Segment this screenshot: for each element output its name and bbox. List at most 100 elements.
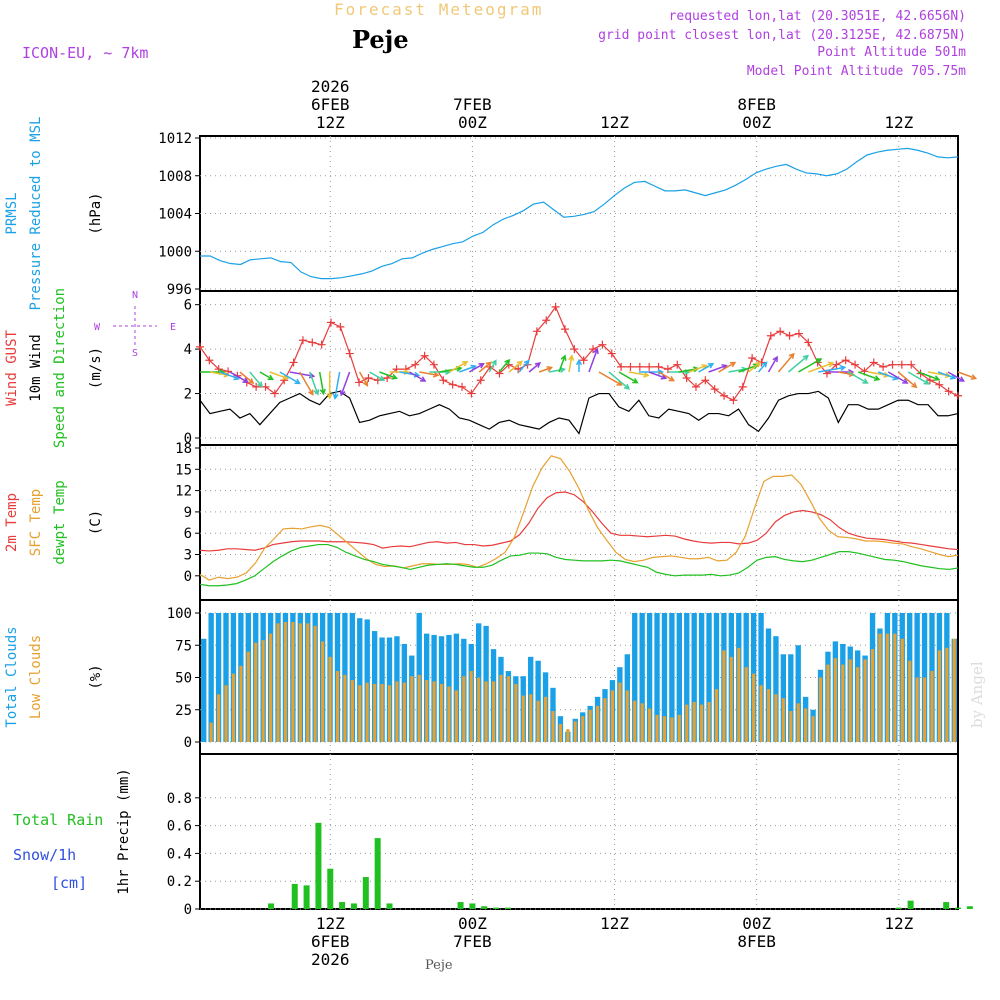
wind-gust-marker xyxy=(663,365,672,374)
grid-point-coords: grid point closest lon,lat (20.3125E, 42… xyxy=(598,28,966,43)
wind-vector xyxy=(767,356,778,373)
precip-bar xyxy=(469,903,476,909)
precip-bar xyxy=(303,885,310,909)
wind-vector xyxy=(777,353,795,373)
wind-gust-marker xyxy=(879,362,888,371)
clouds-bar xyxy=(640,703,644,742)
time-label-top: 12Z xyxy=(600,113,629,132)
wind-vector xyxy=(858,371,880,381)
wind-gust-marker xyxy=(635,362,644,371)
wind-vector xyxy=(558,355,566,373)
wind-gust-marker xyxy=(476,376,485,385)
clouds-bar xyxy=(632,613,638,742)
wind-vector xyxy=(279,371,300,385)
wind-vector-head xyxy=(911,382,918,389)
temp-ytick-label: 9 xyxy=(184,505,192,521)
wind-vector-head xyxy=(923,379,930,385)
wind-gust-marker xyxy=(944,387,953,396)
wind-gust-marker xyxy=(589,345,598,354)
clouds-bar xyxy=(491,681,496,742)
pressure-axis-label: Pressure Reduced to MSL xyxy=(28,117,44,311)
clouds-bar xyxy=(661,613,668,742)
compass-south: S xyxy=(132,348,138,359)
temp-axis-label: dewpt Temp xyxy=(52,480,68,564)
clouds-bar xyxy=(818,677,823,742)
clouds-bar xyxy=(677,714,681,742)
clouds-bar xyxy=(217,694,221,742)
clouds-bar xyxy=(759,685,763,742)
wind-gust-marker xyxy=(411,360,420,369)
wind-vector xyxy=(528,362,541,373)
wind-vector-head xyxy=(788,352,795,359)
clouds-bar xyxy=(908,660,912,742)
precip-bar xyxy=(481,906,488,909)
clouds-bar xyxy=(521,695,525,742)
wind-gust-marker xyxy=(467,389,476,398)
wind-vector xyxy=(588,348,599,373)
precip-ytick-label: 0.4 xyxy=(167,846,192,862)
wind-series-line xyxy=(199,390,959,435)
clouds-bar xyxy=(713,613,720,742)
clouds-bar xyxy=(841,664,845,742)
clouds-bar xyxy=(922,677,927,742)
clouds-bar xyxy=(833,658,837,742)
wind-vector-head xyxy=(623,383,631,390)
time-label-top: 12Z xyxy=(316,113,345,132)
clouds-bar xyxy=(349,613,356,742)
clouds-bar xyxy=(700,704,704,742)
wind-vector-head xyxy=(546,365,553,372)
wind-vector-head xyxy=(643,371,650,378)
wind-gust-marker xyxy=(205,356,214,365)
location-title: Peje xyxy=(352,25,409,54)
clouds-bar xyxy=(826,664,830,742)
precip-legend-snow: Snow/1h xyxy=(13,846,76,864)
clouds-bar xyxy=(766,689,771,742)
wind-vector xyxy=(409,371,426,382)
precip-bar xyxy=(504,907,511,909)
wind-vector xyxy=(219,371,239,380)
clouds-bar xyxy=(684,613,690,742)
clouds-bar xyxy=(639,613,645,742)
precip-ytick-label: 0 xyxy=(184,902,192,918)
clouds-bar xyxy=(737,647,741,742)
wind-vector xyxy=(937,371,956,379)
wind-vector-head xyxy=(902,378,909,384)
wind-vector-head xyxy=(802,354,809,361)
wind-gust-marker xyxy=(832,360,841,369)
clouds-bar xyxy=(283,622,288,742)
clouds-bar xyxy=(610,690,615,742)
wind-vector xyxy=(907,371,929,385)
wind-ytick-label: 6 xyxy=(184,298,192,314)
clouds-ytick-label: 25 xyxy=(175,703,192,719)
clouds-bar xyxy=(788,654,794,742)
wind-vector-head xyxy=(267,374,275,381)
time-label-top: 00Z xyxy=(742,113,771,132)
clouds-bar xyxy=(848,659,852,742)
pressure-ytick-label: 1008 xyxy=(158,169,192,185)
clouds-bar xyxy=(506,676,510,742)
wind-vector-head xyxy=(308,389,314,396)
clouds-bar xyxy=(603,698,607,742)
wind-vector xyxy=(334,371,341,399)
pressure-axis-label: PRMSL xyxy=(4,192,20,234)
time-label-top: 6FEB xyxy=(311,95,350,114)
wind-vector xyxy=(369,371,385,381)
wind-vector-head xyxy=(257,381,263,388)
wind-vector-head xyxy=(660,373,668,380)
wind-gust-marker xyxy=(738,382,747,391)
wind-vector xyxy=(917,371,940,381)
wind-vector-head xyxy=(593,347,599,355)
wind-vector xyxy=(358,371,369,386)
wind-vector-head xyxy=(729,361,737,368)
wind-vector-head xyxy=(504,358,511,366)
clouds-bar xyxy=(321,641,325,742)
clouds-bar xyxy=(900,638,904,742)
clouds-bar xyxy=(670,717,674,742)
wind-vector xyxy=(309,371,319,395)
wind-vector-head xyxy=(949,373,957,380)
precip-bar xyxy=(374,838,381,909)
clouds-bar xyxy=(313,625,317,742)
wind-gust-marker xyxy=(355,378,364,387)
wind-vector xyxy=(379,371,397,379)
clouds-bar xyxy=(669,613,675,742)
